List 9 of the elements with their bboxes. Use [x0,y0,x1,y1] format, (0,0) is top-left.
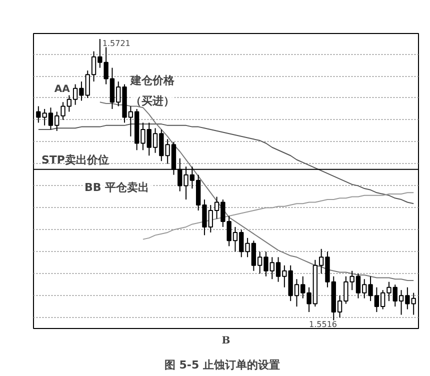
annotation: 建仓价格 [130,74,176,88]
annotation: AA [54,84,70,96]
annotation: 1.5516 [309,320,338,330]
annotation: BB 平仓卖出 [84,181,150,194]
annotation: （买进） [130,94,175,108]
annotation: 1.5721 [102,38,130,48]
ref-line-label: STP卖出价位 [41,153,109,166]
text: 图 5-5 止蚀订单的设置 [164,358,280,372]
text: B [222,336,230,346]
